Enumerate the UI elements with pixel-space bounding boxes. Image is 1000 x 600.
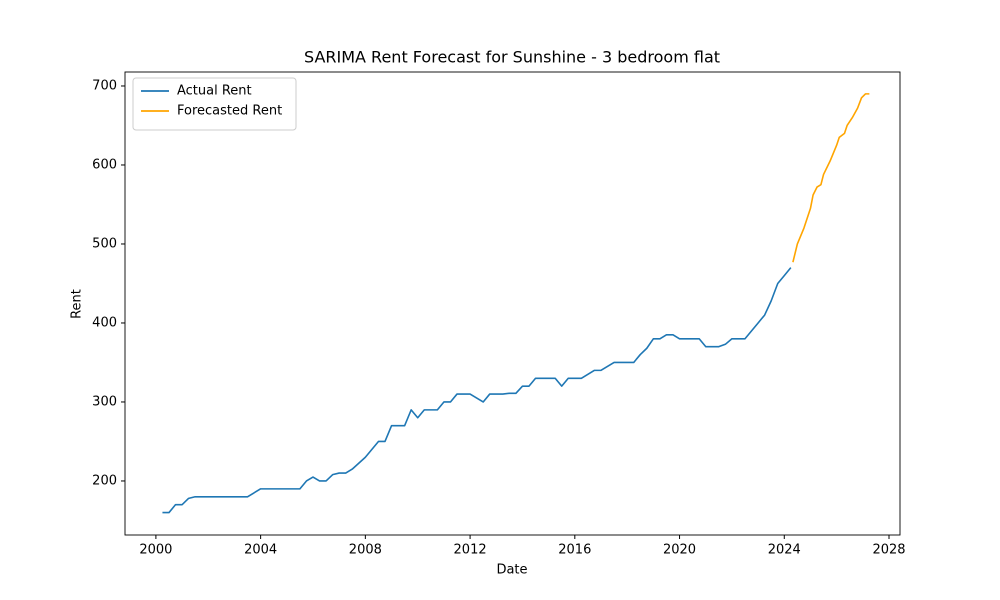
data-line: [792, 93, 870, 263]
legend-label: Forecasted Rent: [177, 104, 282, 119]
x-tick-label: 2008: [349, 543, 382, 558]
y-tick-label: 200: [92, 473, 117, 488]
legend-box: [132, 77, 297, 131]
y-tick-label: 700: [92, 78, 117, 93]
x-tick-label: 2016: [558, 543, 591, 558]
x-axis-label: Date: [496, 563, 527, 578]
legend-label: Actual Rent: [177, 84, 252, 99]
y-tick-label: 400: [92, 315, 117, 330]
data-line: [162, 267, 792, 514]
y-tick-label: 500: [92, 236, 117, 251]
x-tick-label: 2028: [872, 543, 905, 558]
y-axis-label: Rent: [70, 289, 85, 319]
x-tick-label: 2004: [244, 543, 277, 558]
x-tick-label: 2024: [768, 543, 801, 558]
x-tick-label: 2012: [454, 543, 487, 558]
x-tick-label: 2020: [663, 543, 696, 558]
chart-title: SARIMA Rent Forecast for Sunshine - 3 be…: [304, 48, 720, 67]
plot-frame: [124, 71, 901, 536]
x-tick-label: 2000: [139, 543, 172, 558]
y-tick-label: 600: [92, 157, 117, 172]
y-tick-label: 300: [92, 394, 117, 409]
